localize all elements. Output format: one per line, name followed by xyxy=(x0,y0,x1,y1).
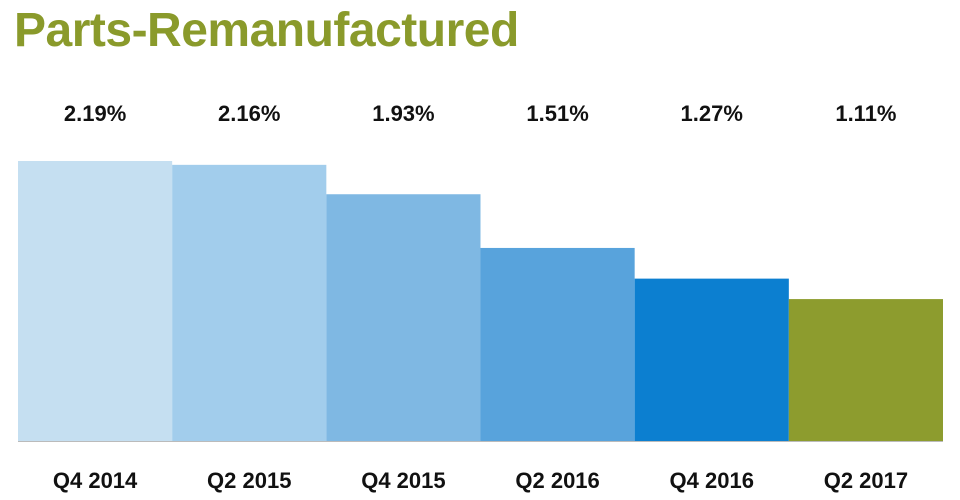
chart-title: Parts-Remanufactured xyxy=(14,4,519,57)
x-tick-label: Q2 2016 xyxy=(515,468,599,493)
value-labels-group: 2.19% 2.16% 1.93% 1.51% 1.27% 1.11% xyxy=(64,101,897,126)
value-label: 1.11% xyxy=(835,101,896,126)
x-tick-label: Q4 2014 xyxy=(53,468,138,493)
bar-q2-2016 xyxy=(480,247,635,441)
x-tick-label: Q2 2017 xyxy=(824,468,908,493)
bar-q4-2015 xyxy=(326,194,481,441)
bar-q2-2017 xyxy=(788,299,943,441)
value-label: 1.93% xyxy=(372,101,434,126)
bar-q4-2014 xyxy=(18,161,173,441)
x-tick-label: Q4 2015 xyxy=(361,468,445,493)
x-tick-label: Q4 2016 xyxy=(670,468,754,493)
bar-q2-2015 xyxy=(172,164,327,441)
value-label: 2.19% xyxy=(64,101,126,126)
x-tick-label: Q2 2015 xyxy=(207,468,291,493)
value-label: 1.27% xyxy=(681,101,743,126)
value-label: 1.51% xyxy=(526,101,588,126)
category-labels-group: Q4 2014 Q2 2015 Q4 2015 Q2 2016 Q4 2016 Q2 20… xyxy=(53,468,908,493)
value-label: 2.16% xyxy=(218,101,280,126)
bar-q4-2016 xyxy=(634,278,789,441)
bars-group xyxy=(18,161,943,441)
